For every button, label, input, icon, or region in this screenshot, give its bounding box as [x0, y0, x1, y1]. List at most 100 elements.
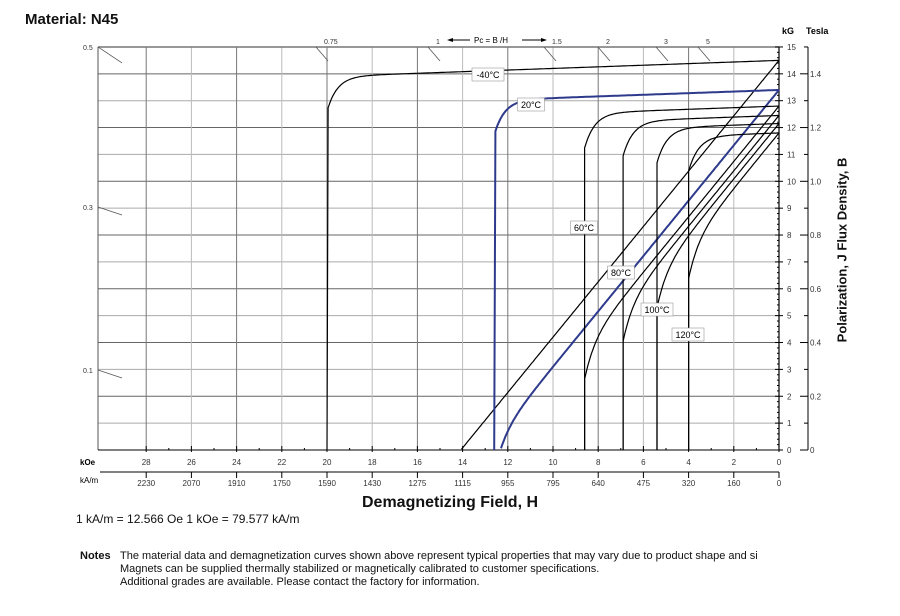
x-tick-label-kAm: 1750 [273, 479, 291, 488]
x-tick-label-kOe: 8 [596, 458, 601, 467]
x-tick-label-kOe: 2 [732, 458, 737, 467]
intrinsic-curve [584, 105, 779, 450]
x-tick-label-kAm: 955 [501, 479, 515, 488]
x-unit-kOe: kOe [80, 458, 96, 467]
arrow-left-head [447, 38, 453, 42]
x-axis-label: Demagnetizing Field, H [362, 494, 539, 511]
load-line-label: 0.5 [83, 45, 93, 52]
y-tick-label-kG: 3 [787, 365, 792, 374]
load-line-mark [97, 206, 123, 216]
curve-label-box [607, 265, 635, 280]
curve-label-box [517, 97, 545, 112]
intrinsic-curve [688, 132, 780, 450]
curve-label-box [671, 327, 705, 342]
x-tick-label-kOe: 14 [458, 458, 467, 467]
load-line-mark [427, 46, 441, 62]
curve-label: 60°C [574, 223, 595, 233]
load-line-label: 1.5 [552, 39, 562, 46]
chart-title: Material: N45 [25, 11, 119, 28]
x-tick-label-kAm: 1590 [318, 479, 336, 488]
normal-curve [688, 132, 780, 450]
load-line-label: 2 [606, 39, 610, 46]
curve-label-box [471, 67, 505, 82]
x-tick-label-kOe: 20 [323, 458, 332, 467]
y-tick-label-kG: 4 [787, 339, 792, 348]
x-tick-label-kAm: 1275 [409, 479, 427, 488]
curve-label-box [640, 302, 674, 317]
y-tick-label-kG: 7 [787, 258, 792, 267]
curve-label: 120°C [675, 330, 701, 340]
note-line: Magnets can be supplied thermally stabil… [120, 563, 600, 575]
x-tick-label-kAm: 320 [682, 479, 696, 488]
curve-label: 80°C [611, 268, 632, 278]
y-tick-label-tesla: 0 [810, 446, 815, 455]
y-tick-label-kG: 0 [787, 446, 792, 455]
load-line-title: Pc = B /H [474, 36, 508, 45]
y-tick-label-kG: 14 [787, 70, 796, 79]
note-line: The material data and demagnetization cu… [120, 550, 758, 562]
y-tick-label-kG: 15 [787, 43, 796, 52]
y-tick-label-tesla: 0.4 [810, 339, 822, 348]
load-line-label: 1 [436, 39, 440, 46]
y-tick-label-tesla: 1.2 [810, 124, 822, 133]
x-tick-label-kAm: 0 [777, 479, 782, 488]
x-tick-label-kOe: 22 [277, 458, 286, 467]
y-tick-label-kG: 8 [787, 231, 792, 240]
y-tick-label-kG: 13 [787, 97, 796, 106]
load-line-mark [97, 46, 123, 64]
y-tick-label-kG: 9 [787, 204, 792, 213]
x-tick-label-kOe: 26 [187, 458, 196, 467]
x-tick-label-kAm: 640 [592, 479, 606, 488]
load-line-mark [697, 46, 711, 62]
load-line-mark [597, 46, 611, 62]
load-line-label: 0.3 [83, 205, 93, 212]
y-tick-label-tesla: 1.4 [810, 70, 822, 79]
curve-label-box [570, 220, 598, 235]
y-tick-label-kG: 5 [787, 312, 792, 321]
x-tick-label-kAm: 1430 [363, 479, 381, 488]
x-tick-label-kAm: 1115 [454, 479, 471, 488]
intrinsic-curve [326, 59, 779, 451]
x-unit-kAm: kA/m [80, 476, 99, 485]
y-tick-label-kG: 6 [787, 285, 792, 294]
x-tick-label-kAm: 160 [727, 479, 741, 488]
x-tick-label-kAm: 795 [546, 479, 560, 488]
y-tick-label-tesla: 0.8 [810, 231, 822, 240]
y-tick-label-tesla: 0.2 [810, 392, 822, 401]
x-tick-label-kAm: 2230 [137, 479, 155, 488]
intrinsic-curve [656, 122, 780, 450]
normal-curve [461, 60, 780, 450]
arrow-right-head [541, 38, 547, 42]
normal-curve [500, 89, 780, 449]
x-tick-label-kOe: 10 [549, 458, 558, 467]
note-line: Additional grades are available. Please … [120, 576, 480, 588]
unit-conversion: 1 kA/m = 12.566 Oe 1 kOe = 79.577 kA/m [76, 512, 300, 526]
x-tick-label-kOe: 6 [641, 458, 646, 467]
normal-curve [656, 123, 780, 450]
load-line-mark [543, 46, 557, 62]
y-tick-label-kG: 2 [787, 392, 792, 401]
y-tick-label-kG: 12 [787, 124, 796, 133]
curve-label: 100°C [644, 305, 670, 315]
x-tick-label-kOe: 28 [142, 458, 151, 467]
x-tick-label-kOe: 0 [777, 458, 782, 467]
intrinsic-curve [622, 114, 779, 450]
x-tick-label-kAm: 1910 [228, 479, 246, 488]
y-tick-label-kG: 10 [787, 177, 796, 186]
normal-curve [584, 105, 780, 450]
load-line-label: 5 [706, 39, 710, 46]
y-axis-label: Polarization, J Flux Density, B [834, 157, 850, 343]
load-line-mark [655, 46, 669, 62]
load-line-label: 3 [664, 39, 668, 46]
x-tick-label-kAm: 2070 [183, 479, 201, 488]
load-line-mark [315, 46, 329, 62]
load-line-label: 0.1 [83, 368, 93, 375]
curve-label: 20°C [521, 100, 542, 110]
load-line-mark [97, 369, 123, 379]
x-tick-label-kOe: 24 [232, 458, 241, 467]
y-tick-label-tesla: 1.0 [810, 177, 822, 186]
x-tick-label-kAm: 475 [637, 479, 651, 488]
y-tick-label-kG: 1 [787, 419, 792, 428]
y-tick-label-kG: 11 [787, 150, 796, 159]
